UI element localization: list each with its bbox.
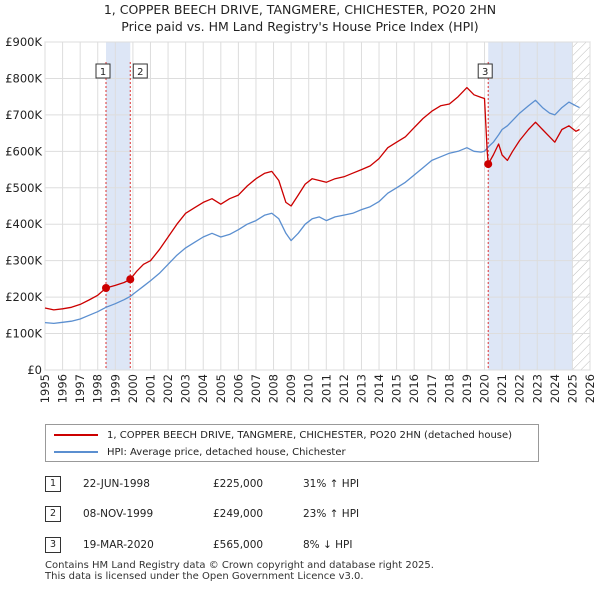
x-tick-label: 1995 — [38, 374, 52, 403]
y-tick-label: £900K — [5, 35, 42, 49]
transaction-hpi-diff: 8% ↓ HPI — [303, 539, 353, 551]
x-tick-label: 2009 — [284, 374, 298, 403]
sale-label-box: 3 — [477, 63, 493, 79]
x-tick-label: 2023 — [530, 374, 544, 403]
legend-hpi-label: HPI: Average price, detached house, Chic… — [107, 446, 346, 458]
y-tick-label: £100K — [5, 327, 42, 341]
chart-title-line2: Price paid vs. HM Land Registry's House … — [121, 19, 478, 34]
transaction-hpi-diff: 31% ↑ HPI — [303, 478, 360, 490]
x-tick-label: 2011 — [319, 374, 333, 403]
sale-label-frame — [95, 63, 111, 79]
x-tick-label: 1998 — [91, 374, 105, 403]
chart-title-line1: 1, COPPER BEECH DRIVE, TANGMERE, CHICHES… — [104, 2, 496, 17]
y-tick-label: £0 — [27, 363, 42, 377]
footer-licence: This data is licensed under the Open Gov… — [45, 571, 364, 582]
legend-item-property: 1, COPPER BEECH DRIVE, TANGMERE, CHICHES… — [54, 427, 512, 443]
sale-point — [126, 275, 135, 284]
y-tick-label: £600K — [5, 144, 42, 158]
transaction-price: £565,000 — [213, 539, 264, 551]
transaction-row: 3 19-MAR-2020 £565,000 8% ↓ HPI — [45, 537, 385, 555]
transaction-number-badge: 2 — [45, 506, 61, 522]
legend: 1, COPPER BEECH DRIVE, TANGMERE, CHICHES… — [45, 424, 539, 462]
transaction-price: £225,000 — [213, 478, 264, 490]
sale-label-text: 1 — [100, 67, 106, 78]
property-line-swatch — [54, 434, 98, 436]
x-tick-label: 2019 — [460, 374, 474, 403]
x-tick-label: 2018 — [442, 374, 456, 403]
x-tick-label: 2000 — [126, 374, 140, 403]
x-tick-label: 1997 — [73, 374, 87, 403]
transaction-date: 19-MAR-2020 — [83, 539, 154, 551]
shaded-period — [488, 42, 573, 370]
x-tick-label: 2016 — [407, 374, 421, 403]
footer-copyright: Contains HM Land Registry data © Crown c… — [45, 560, 434, 571]
x-tick-label: 2005 — [214, 374, 228, 403]
x-tick-label: 2017 — [425, 374, 439, 403]
sale-point — [484, 160, 493, 169]
y-tick-label: £300K — [5, 254, 42, 268]
x-tick-label: 2008 — [267, 374, 281, 403]
x-tick-label: 2006 — [231, 374, 245, 403]
x-tick-label: 2002 — [161, 374, 175, 403]
x-tick-label: 1996 — [56, 374, 70, 403]
transaction-date: 22-JUN-1998 — [83, 478, 150, 490]
transaction-row: 1 22-JUN-1998 £225,000 31% ↑ HPI — [45, 476, 385, 494]
x-tick-label: 2015 — [390, 374, 404, 403]
sale-point — [102, 284, 111, 292]
hpi-line — [44, 99, 580, 325]
x-tick-label: 1999 — [108, 374, 122, 403]
forecast-hatch — [572, 42, 590, 370]
sale-label-frame — [477, 63, 493, 79]
transaction-price: £249,000 — [213, 508, 264, 520]
x-tick-label: 2026 — [583, 374, 597, 403]
x-tick-label: 2003 — [179, 374, 193, 403]
y-tick-label: £700K — [5, 108, 42, 122]
transaction-number-badge: 1 — [45, 476, 61, 492]
footer-notice: Contains HM Land Registry data © Crown c… — [45, 560, 434, 582]
x-tick-label: 2024 — [548, 374, 562, 403]
legend-property-label: 1, COPPER BEECH DRIVE, TANGMERE, CHICHES… — [107, 429, 513, 441]
x-tick-label: 2001 — [143, 374, 157, 403]
property-price-line — [44, 86, 580, 311]
y-tick-label: £800K — [5, 71, 42, 85]
y-tick-label: £400K — [5, 217, 42, 231]
x-tick-label: 2010 — [302, 374, 316, 403]
x-tick-label: 2022 — [513, 374, 527, 403]
x-tick-label: 2020 — [478, 374, 492, 403]
legend-item-hpi: HPI: Average price, detached house, Chic… — [54, 444, 346, 460]
x-tick-label: 2013 — [354, 374, 368, 403]
y-tick-label: £200K — [5, 290, 42, 304]
x-tick-label: 2012 — [337, 374, 351, 403]
x-tick-label: 2004 — [196, 374, 210, 403]
sale-label-box: 2 — [132, 63, 148, 79]
transaction-row: 2 08-NOV-1999 £249,000 23% ↑ HPI — [45, 506, 385, 524]
y-tick-label: £500K — [5, 181, 42, 195]
shaded-period — [106, 42, 131, 370]
x-tick-label: 2025 — [565, 374, 579, 403]
x-tick-label: 2021 — [495, 374, 509, 403]
sale-label-frame — [132, 63, 148, 79]
x-tick-label: 2007 — [249, 374, 263, 403]
transaction-number-badge: 3 — [45, 537, 61, 553]
sale-label-text: 3 — [482, 67, 488, 78]
hpi-line-swatch — [54, 451, 98, 453]
price-chart: 1, COPPER BEECH DRIVE, TANGMERE, CHICHES… — [5, 2, 597, 403]
transaction-hpi-diff: 23% ↑ HPI — [303, 508, 360, 520]
x-tick-label: 2014 — [372, 374, 386, 403]
sale-label-text: 2 — [137, 67, 143, 78]
sale-label-box: 1 — [95, 63, 111, 79]
transaction-date: 08-NOV-1999 — [83, 508, 154, 520]
